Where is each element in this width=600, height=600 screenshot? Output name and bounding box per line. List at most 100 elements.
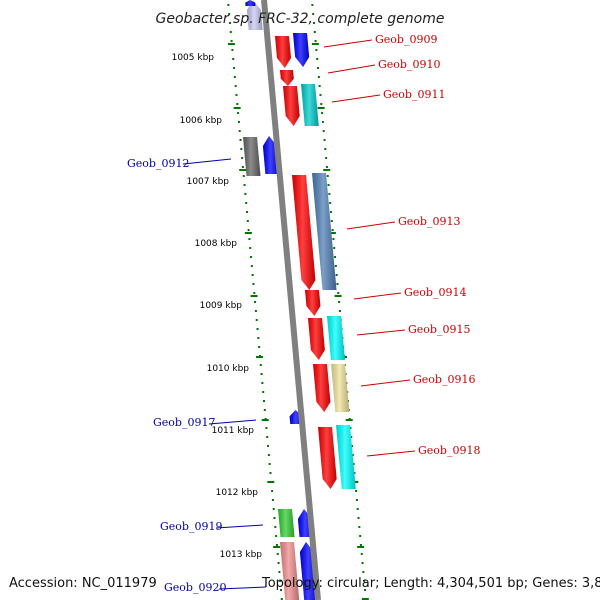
track-dot-right	[350, 436, 353, 438]
track-dot-left	[265, 427, 268, 429]
track-dot-right	[330, 220, 333, 222]
track-dot-right	[355, 490, 358, 492]
gene-geob-0915-b-shade	[327, 316, 345, 360]
track-dot-left	[238, 130, 241, 132]
track-dot-left	[228, 22, 231, 24]
gene-geob-0910-shade	[280, 70, 294, 86]
track-dot-right	[331, 229, 334, 231]
track-dot-left	[249, 247, 252, 249]
gene-geob-0913-b-shade	[312, 173, 337, 290]
gene-label-geob-0919[interactable]: Geob_0919	[160, 520, 222, 533]
gene-geob-0909-b-shade	[293, 33, 310, 67]
track-dot-left	[231, 49, 234, 51]
track-dot-left	[267, 445, 270, 447]
track-dot-left	[277, 562, 280, 564]
track-dot-left	[250, 265, 253, 267]
track-dot-right	[312, 22, 315, 24]
gene-label-geob-0916[interactable]: Geob_0916	[413, 373, 475, 386]
track-dot-left	[256, 328, 259, 330]
track-dot-left	[239, 139, 242, 141]
gene-geob-0911-b-shade	[301, 84, 319, 126]
map-title: Geobacter sp. FRC-32, complete genome	[156, 11, 445, 27]
track-dot-right	[359, 544, 362, 546]
track-dot-left	[235, 94, 238, 96]
gene-label-geob-0909[interactable]: Geob_0909	[375, 33, 437, 46]
track-dot-right	[361, 562, 364, 564]
track-dot-right	[326, 175, 329, 177]
track-dot-left	[280, 589, 283, 591]
gene-label-geob-0915[interactable]: Geob_0915	[408, 323, 470, 336]
track-dot-right	[327, 184, 330, 186]
tick-major-right	[323, 169, 331, 171]
track-dot-right	[320, 103, 323, 105]
track-dot-left	[276, 553, 279, 555]
track-dot-right	[358, 526, 361, 528]
tick-major-right	[311, 43, 319, 45]
track-dot-right	[335, 274, 338, 276]
track-dot-left	[234, 85, 237, 87]
track-dot-left	[241, 166, 244, 168]
track-dot-left	[247, 229, 250, 231]
track-dot-right	[363, 580, 366, 582]
track-dot-left	[227, 4, 230, 6]
track-dot-left	[237, 121, 240, 123]
track-dot-right	[338, 310, 341, 312]
track-dot-right	[321, 121, 324, 123]
gene-label-geob-0910[interactable]: Geob_0910	[378, 58, 440, 71]
track-dot-left	[257, 337, 260, 339]
kbp-axis-labels: 1005 kbp 1006 kbp 1007 kbp 1008 kbp 1009 kbp…	[172, 53, 263, 560]
gene-label-geob-0920[interactable]: Geob_0920	[164, 581, 226, 594]
gene-label-leader	[218, 586, 267, 590]
track-dot-left	[263, 409, 266, 411]
tick-major-right	[328, 232, 336, 234]
track-dot-left	[229, 31, 232, 33]
gene-label-leader	[182, 158, 232, 165]
track-dot-right	[315, 49, 318, 51]
kbp-label: 1008 kbp	[195, 239, 238, 249]
kbp-label: 1013 kbp	[220, 550, 263, 560]
tick-major-left	[227, 43, 235, 45]
gene-label-geob-0912[interactable]: Geob_0912	[127, 157, 189, 170]
tick-major-left	[273, 546, 281, 548]
gene-partial-top-blue-shade	[245, 0, 256, 6]
track-dot-left	[261, 382, 264, 384]
gene-label-leader	[208, 419, 257, 425]
track-dot-right	[329, 211, 332, 213]
track-dot-left	[251, 274, 254, 276]
tick-major-left	[267, 481, 275, 483]
kbp-label: 1005 kbp	[172, 53, 215, 63]
track-dot-right	[332, 238, 335, 240]
track-dot-right	[338, 301, 341, 303]
track-dot-right	[357, 517, 360, 519]
gene-geob-0911-a-shade	[283, 86, 300, 126]
gene-label-geob-0918[interactable]: Geob_0918	[418, 444, 480, 457]
gene-label-leader	[356, 329, 406, 336]
gene-label-leader	[346, 221, 396, 230]
track-dot-left	[253, 292, 256, 294]
kbp-label: 1011 kbp	[212, 426, 255, 436]
gene-label-geob-0911[interactable]: Geob_0911	[383, 88, 445, 101]
track-dot-right	[352, 463, 355, 465]
tick-major-right	[345, 419, 353, 421]
track-dot-right	[324, 148, 327, 150]
gene-label-geob-0914[interactable]: Geob_0914	[404, 286, 466, 299]
gene-label-geob-0913[interactable]: Geob_0913	[398, 215, 460, 228]
track-dot-right	[317, 67, 320, 69]
track-dot-left	[279, 580, 282, 582]
gene-label-geob-0917[interactable]: Geob_0917	[153, 416, 215, 429]
track-dot-left	[240, 148, 243, 150]
track-dot-left	[252, 283, 255, 285]
track-dot-left	[275, 544, 278, 546]
track-dot-right	[313, 31, 316, 33]
track-dot-left	[274, 526, 277, 528]
gene-geob-0916-b-shade	[331, 364, 350, 412]
gene-geob-0918-b-shade	[336, 425, 356, 489]
gene-label-leader	[353, 292, 402, 300]
track-dot-left	[233, 67, 236, 69]
track-dot-left	[266, 436, 269, 438]
track-dot-right	[319, 94, 322, 96]
gene-features	[243, 0, 356, 600]
track-dot-left	[254, 301, 257, 303]
track-dot-right	[334, 265, 337, 267]
